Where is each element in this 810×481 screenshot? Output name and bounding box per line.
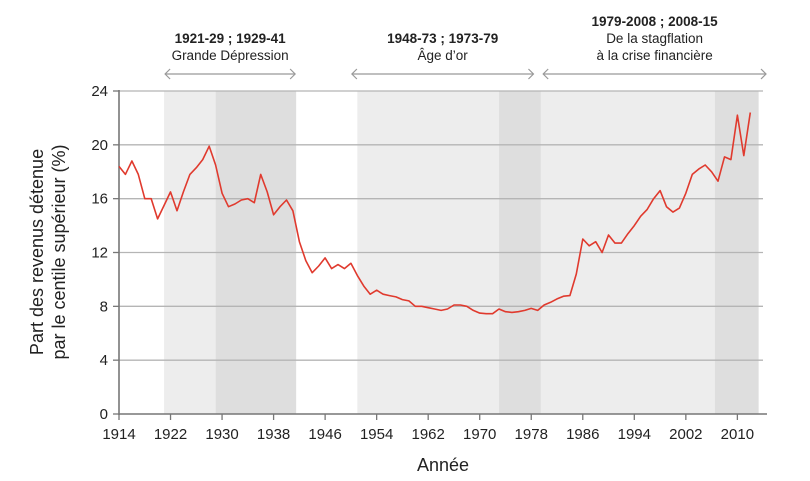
y-tick-label: 0 [100, 406, 108, 423]
arrow-right-icon [289, 68, 296, 80]
x-tick-label: 1962 [411, 426, 444, 443]
gridlines [119, 90, 763, 361]
x-tick-label: 1970 [463, 426, 496, 443]
y-axis-label-line-2: par le centile supérieur (%) [49, 144, 69, 359]
arrow-left-icon [164, 68, 171, 80]
period-annotations: 1921-29 ; 1929-41 Grande Dépression 1948-7… [164, 14, 767, 80]
y-tick-label: 20 [91, 137, 108, 154]
x-tick-label: 2010 [721, 426, 754, 443]
arrow-left-icon [351, 68, 358, 80]
x-tick-label: 1914 [102, 426, 135, 443]
x-tick-label: 2002 [669, 426, 702, 443]
y-axis-label-line-1: Part des revenus détenue [27, 149, 47, 355]
x-tick-label: 1954 [360, 426, 393, 443]
y-axis-label: Part des revenus détenue par le centile … [27, 144, 69, 359]
y-tick-label: 24 [91, 83, 108, 100]
x-tick-label: 1922 [154, 426, 187, 443]
annotation-period: 1979-2008 ; 2008-15 [592, 14, 719, 29]
annotation-label: Grande Dépression [172, 48, 289, 63]
series-line [118, 112, 752, 315]
annotation-period: 1921-29 ; 1929-41 [175, 31, 287, 46]
arrow-left-icon [542, 68, 549, 80]
x-tick-label: 1930 [205, 426, 238, 443]
annotation-label: Âge d’or [418, 48, 469, 63]
x-tick-label: 1978 [515, 426, 548, 443]
arrow-right-icon [528, 68, 535, 80]
annotation-label: De la stagflation [606, 31, 703, 46]
x-tick-label: 1986 [566, 426, 599, 443]
x-axis-label: Année [417, 455, 469, 475]
y-tick-label: 4 [100, 352, 108, 369]
x-tick-label: 1946 [308, 426, 341, 443]
annotation-period: 1948-73 ; 1973-79 [387, 31, 498, 46]
annotation-label: à la crise financière [596, 48, 712, 63]
y-tick-label: 12 [91, 245, 108, 262]
series-layer [118, 112, 752, 315]
x-tick-label: 1938 [257, 426, 290, 443]
x-tick-label: 1994 [618, 426, 651, 443]
axes: 0 4 8 12 16 20 24 1914 1922 1930 1938 1946 1954 1962 1… [91, 83, 767, 443]
arrow-right-icon [760, 68, 767, 80]
y-tick-label: 16 [91, 191, 108, 208]
y-tick-label: 8 [100, 298, 108, 315]
